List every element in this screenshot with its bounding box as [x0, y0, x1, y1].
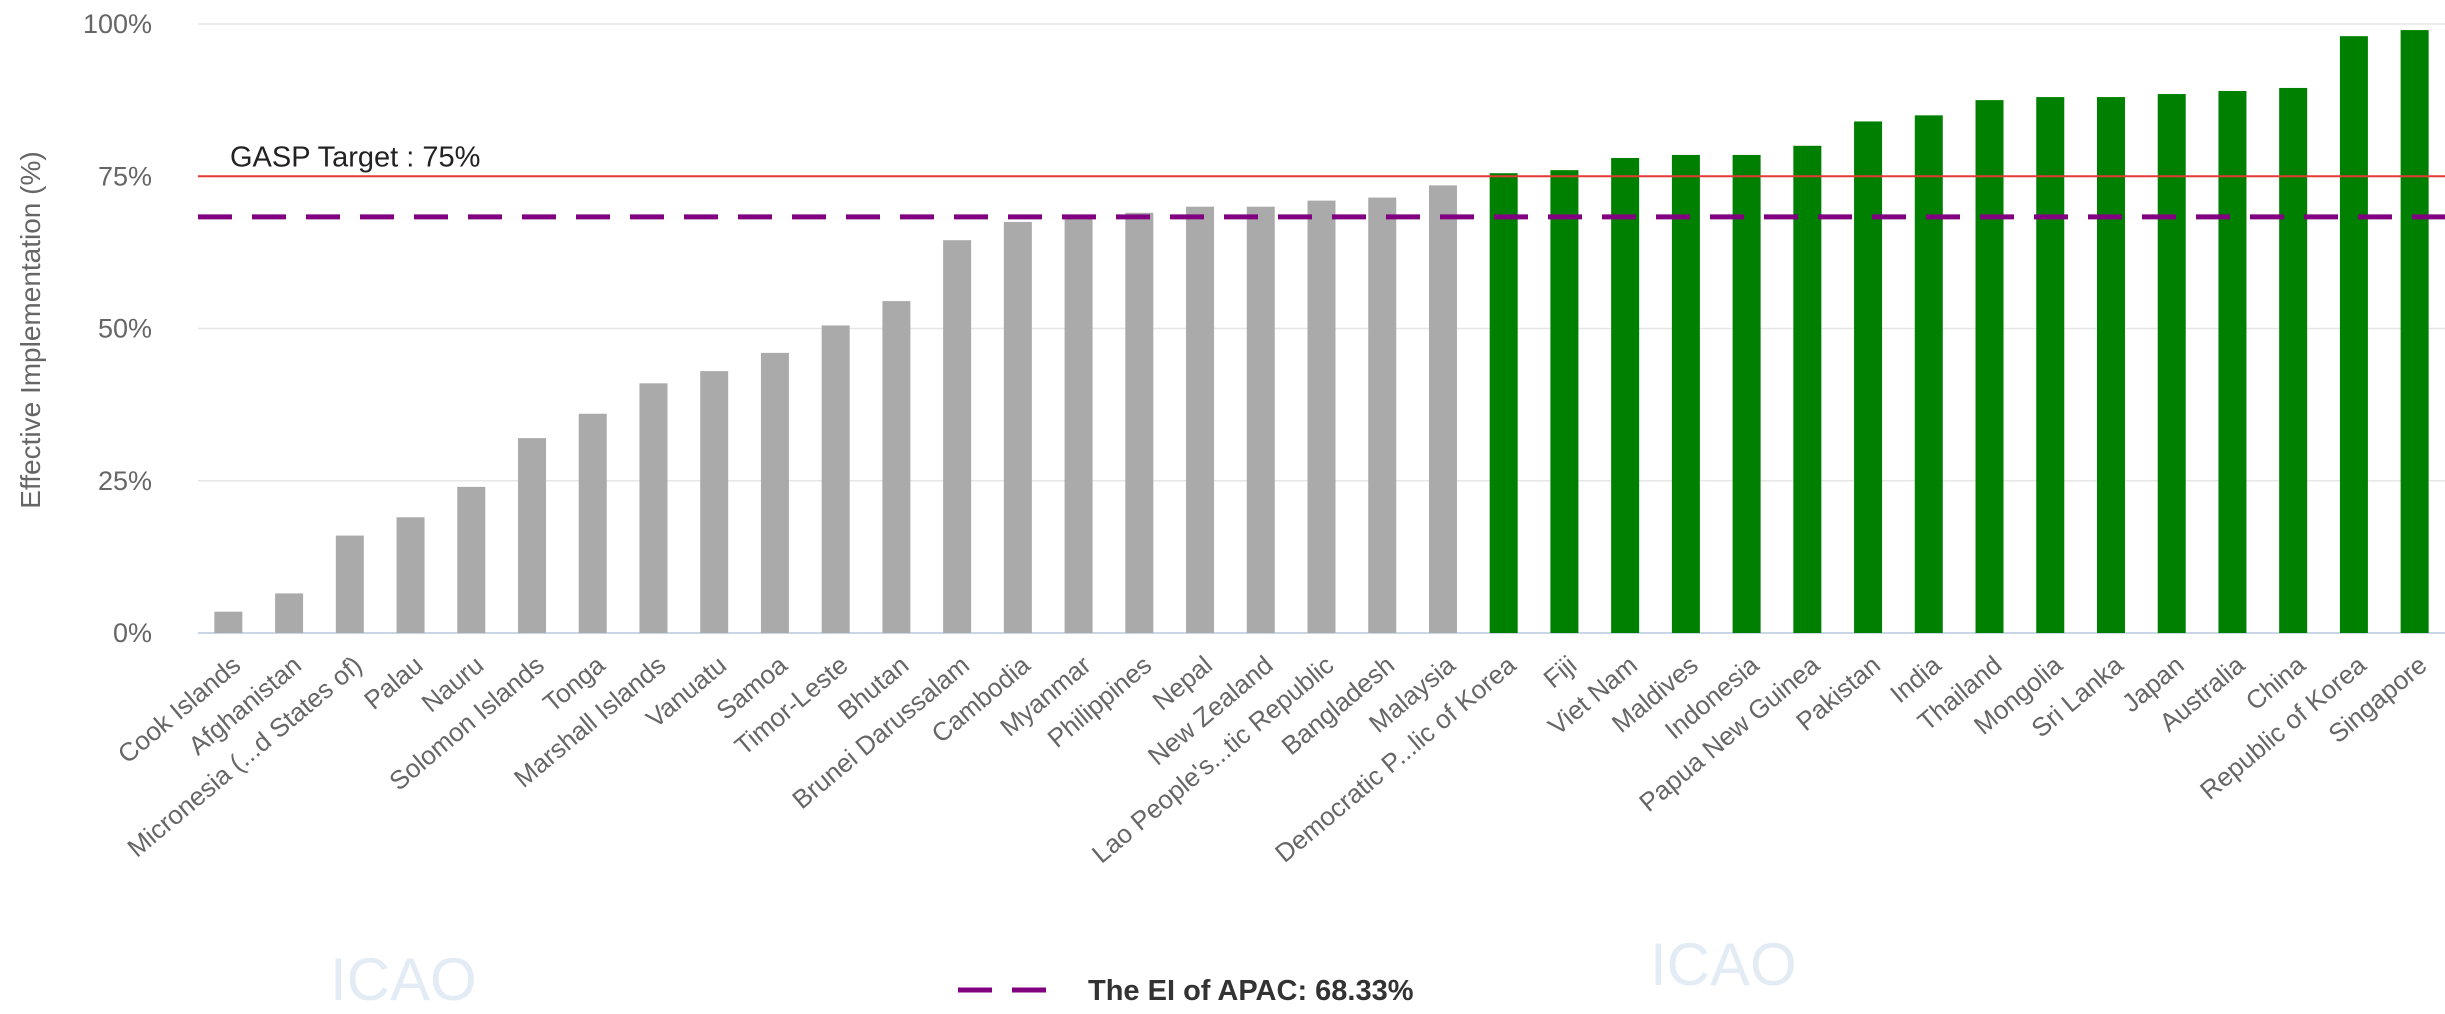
y-axis-title: Effective Implementation (%) [15, 151, 46, 508]
x-tick-label: Fiji [1538, 650, 1583, 694]
gasp-target-label: GASP Target : 75% [230, 141, 480, 173]
bar [1428, 185, 1457, 633]
bar [1671, 154, 1700, 633]
bar [2036, 97, 2065, 633]
bar [1307, 200, 1336, 634]
bar [2218, 90, 2247, 634]
bar [1489, 173, 1518, 633]
bar [1732, 154, 1761, 633]
bar [578, 413, 607, 633]
y-tick-label: 75% [98, 161, 152, 191]
y-tick-label: 0% [113, 618, 152, 648]
bar [275, 593, 304, 633]
bar [1914, 115, 1943, 634]
bar [2339, 36, 2368, 634]
bar [2157, 94, 2186, 633]
bar [1550, 170, 1579, 633]
bar [821, 325, 850, 633]
legend[interactable]: The EI of APAC: 68.33% [958, 975, 1414, 1007]
x-tick-label: Micronesia (...d States of) [121, 650, 367, 863]
bar [518, 438, 547, 633]
bar [214, 611, 243, 633]
bar [1125, 212, 1154, 634]
bar [2279, 87, 2308, 633]
y-tick-label: 100% [83, 9, 152, 39]
y-tick-label: 50% [98, 314, 152, 344]
legend-label: The EI of APAC: 68.33% [1088, 975, 1414, 1007]
y-tick-label: 25% [98, 466, 152, 496]
bar [943, 240, 972, 633]
bar [1611, 157, 1640, 634]
bar [335, 535, 364, 633]
bar [1003, 221, 1032, 634]
bar [457, 486, 486, 633]
watermark-text-left: ICAO [330, 946, 477, 1009]
reference-lines: GASP Target : 75% [198, 141, 2445, 220]
bar [1246, 206, 1275, 633]
bar [396, 517, 425, 633]
bar [2096, 97, 2125, 633]
bar [1854, 121, 1883, 633]
bars [214, 30, 2429, 634]
x-tick-label: Palau [358, 650, 428, 716]
bar [639, 383, 668, 633]
bar [1186, 206, 1215, 633]
bar [700, 371, 729, 633]
watermark: ICAO ICAO [330, 931, 1797, 1013]
bar [1793, 145, 1822, 634]
watermark-text-right: ICAO [1650, 931, 1797, 998]
bar [2400, 30, 2429, 633]
y-axis-ticks: 0% 25% 50% 75% 100% [83, 9, 152, 648]
bar [760, 352, 789, 633]
bar [1064, 215, 1093, 633]
bar [1368, 197, 1397, 633]
bar [1975, 100, 2004, 633]
bar [882, 301, 911, 633]
